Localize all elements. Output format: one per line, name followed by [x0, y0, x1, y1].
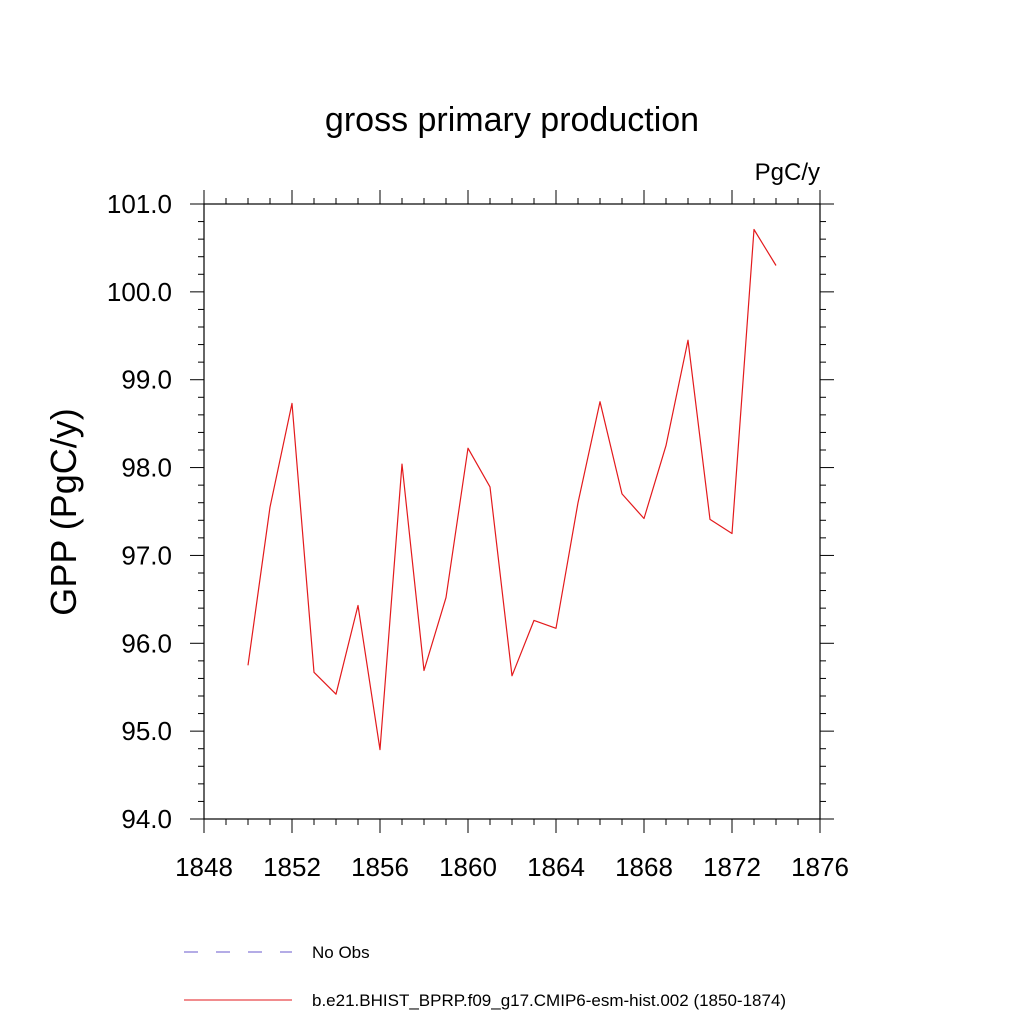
x-tick-label: 1872 [703, 852, 761, 882]
y-tick-label: 100.0 [107, 277, 172, 307]
x-tick-label: 1848 [175, 852, 233, 882]
y-tick-label: 96.0 [121, 628, 172, 658]
axis-ticks [190, 190, 834, 833]
legend: No Obs b.e21.BHIST_BPRP.f09_g17.CMIP6-esm… [184, 943, 786, 1010]
legend-label: No Obs [312, 943, 370, 962]
chart-title: gross primary production [325, 101, 699, 139]
series-lines [247, 228, 777, 751]
x-tick-labels: 1848 1852 1856 1860 1864 1868 1872 1876 [175, 852, 849, 882]
plot-frame [203, 203, 821, 820]
units-label: PgC/y [755, 159, 820, 186]
y-axis-label: GPP (PgC/y) [43, 408, 84, 615]
x-tick-label: 1876 [791, 852, 849, 882]
y-tick-labels: 94.0 95.0 96.0 97.0 98.0 99.0 100.0 101.0 [107, 189, 172, 834]
legend-label: b.e21.BHIST_BPRP.f09_g17.CMIP6-esm-hist.… [312, 991, 786, 1010]
y-tick-label: 94.0 [121, 804, 172, 834]
series-line [247, 228, 777, 751]
y-tick-label: 99.0 [121, 365, 172, 395]
x-tick-label: 1860 [439, 852, 497, 882]
y-tick-label: 98.0 [121, 453, 172, 483]
y-tick-label: 97.0 [121, 540, 172, 570]
x-tick-label: 1852 [263, 852, 321, 882]
y-tick-label: 95.0 [121, 716, 172, 746]
x-tick-label: 1868 [615, 852, 673, 882]
x-tick-label: 1856 [351, 852, 409, 882]
y-tick-label: 101.0 [107, 189, 172, 219]
x-tick-label: 1864 [527, 852, 585, 882]
